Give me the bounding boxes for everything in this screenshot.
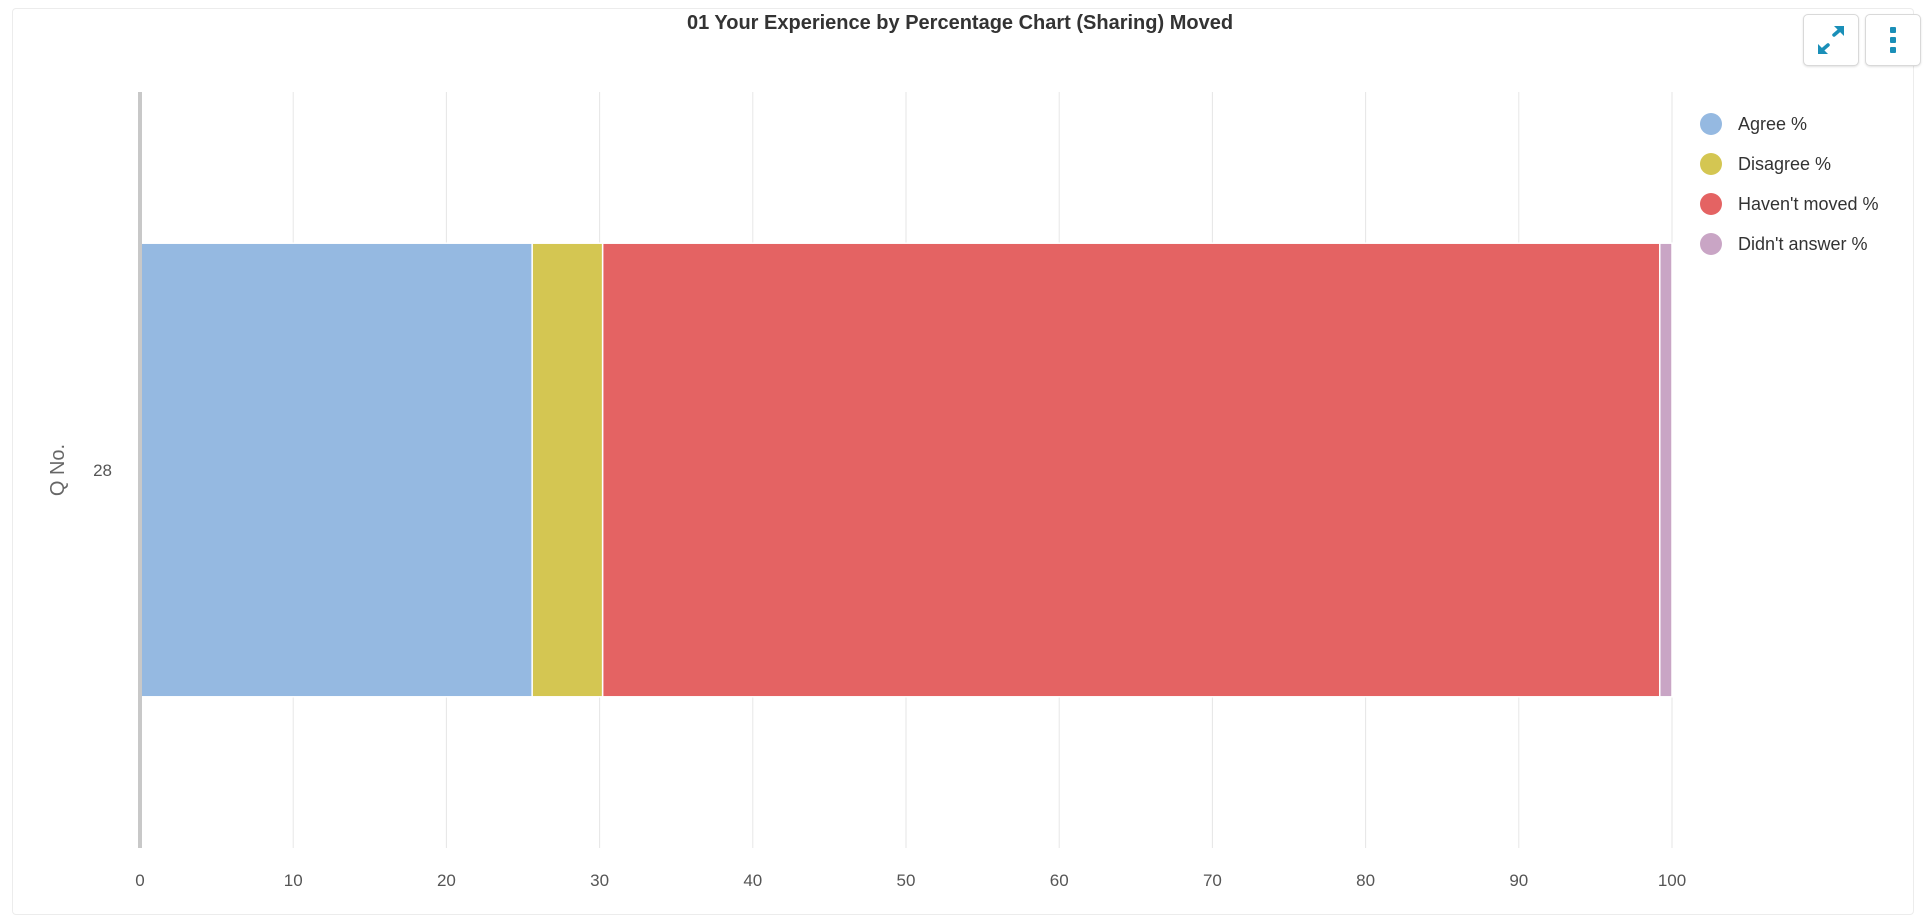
x-tick-label: 20 xyxy=(437,871,456,890)
y-axis-ticks: 28 xyxy=(93,461,112,480)
legend-label: Agree % xyxy=(1738,113,1808,134)
x-tick-label: 80 xyxy=(1356,871,1375,890)
legend-label: Haven't moved % xyxy=(1738,193,1879,214)
legend: Agree % Disagree % Haven't moved % Didn't a… xyxy=(1700,104,1879,264)
legend-item[interactable]: Haven't moved % xyxy=(1700,184,1879,224)
y-tick-label: 28 xyxy=(93,461,112,480)
legend-swatch xyxy=(1700,193,1722,215)
x-tick-label: 100 xyxy=(1658,871,1686,890)
expand-icon xyxy=(1818,26,1844,54)
bar-agree[interactable] xyxy=(139,242,533,698)
legend-item[interactable]: Agree % xyxy=(1700,104,1879,144)
x-tick-label: 90 xyxy=(1509,871,1528,890)
x-tick-label: 30 xyxy=(590,871,609,890)
bar-haven-t-moved[interactable] xyxy=(601,242,1661,698)
y-axis-title: Q No. xyxy=(47,444,69,496)
legend-swatch xyxy=(1700,233,1722,255)
x-axis-ticks: 0 10 20 30 40 50 60 70 80 90 100 xyxy=(135,871,1686,890)
bar-series xyxy=(139,242,1673,698)
x-tick-label: 10 xyxy=(284,871,303,890)
x-tick-label: 40 xyxy=(743,871,762,890)
kebab-menu-icon xyxy=(1890,27,1896,53)
legend-label: Didn't answer % xyxy=(1738,233,1868,254)
legend-swatch xyxy=(1700,153,1722,175)
bar-disagree[interactable] xyxy=(531,242,604,698)
x-tick-label: 70 xyxy=(1203,871,1222,890)
more-options-button[interactable] xyxy=(1865,14,1921,66)
legend-swatch xyxy=(1700,113,1722,135)
chart-title: 01 Your Experience by Percentage Chart (… xyxy=(686,12,1234,34)
x-tick-label: 50 xyxy=(897,871,916,890)
legend-item[interactable]: Disagree % xyxy=(1700,144,1879,184)
legend-item[interactable]: Didn't answer % xyxy=(1700,224,1879,264)
x-tick-label: 0 xyxy=(135,871,144,890)
legend-label: Disagree % xyxy=(1738,153,1832,174)
x-tick-label: 60 xyxy=(1050,871,1069,890)
expand-button[interactable] xyxy=(1803,14,1859,66)
bar-didn-t-answer[interactable] xyxy=(1658,242,1673,698)
